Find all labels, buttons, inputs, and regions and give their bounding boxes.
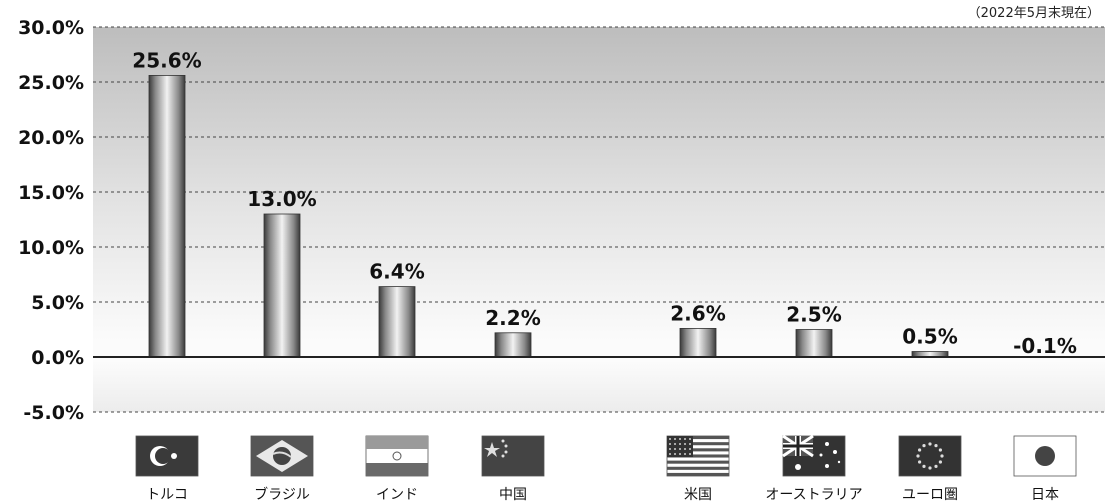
category-label: 中国: [499, 487, 527, 503]
data-label: 0.5%: [902, 325, 957, 349]
plot-background-negative: [93, 357, 1105, 412]
y-tick-label: 15.0%: [18, 182, 84, 204]
bar: [378, 286, 416, 358]
usa-flag-icon: [666, 435, 730, 477]
bar: [795, 329, 833, 358]
category-label: トルコ: [146, 487, 188, 503]
y-tick-label: -5.0%: [23, 402, 84, 424]
bars: [148, 75, 949, 358]
as-of-date-note: （2022年5月末現在）: [968, 6, 1100, 21]
category-label: ブラジル: [254, 486, 310, 503]
y-axis-ticks: 30.0% 25.0% 20.0% 15.0% 10.0% 5.0% 0.0% -5.0%: [18, 17, 84, 424]
data-label: 2.5%: [786, 303, 841, 327]
australia-flag-icon: [782, 434, 846, 477]
category-label: オーストラリア: [765, 487, 862, 503]
china-flag-icon: [481, 435, 545, 477]
y-tick-label: 25.0%: [18, 72, 84, 94]
data-label: 25.6%: [132, 48, 201, 72]
data-label: 2.2%: [485, 306, 540, 330]
data-labels: 25.6% 13.0% 6.4% 2.2% 2.6% 2.5% 0.5% -0.1%: [132, 48, 1077, 358]
category-label: 米国: [684, 487, 712, 503]
data-label: 2.6%: [670, 301, 725, 325]
japan-flag-icon: [1013, 435, 1077, 477]
y-tick-label: 10.0%: [18, 237, 84, 259]
bar: [494, 332, 532, 358]
brazil-flag-icon: [250, 435, 314, 477]
category-label: 日本: [1031, 487, 1059, 503]
category-label: ユーロ圏: [902, 487, 958, 503]
y-tick-label: 5.0%: [31, 292, 84, 314]
gridlines: [93, 26, 1105, 413]
data-label: 6.4%: [369, 260, 424, 284]
x-axis-categories: トルコ ブラジル インド 中国 米国 オーストラリア ユーロ圏 日本: [146, 486, 1059, 503]
data-label: -0.1%: [1013, 334, 1077, 358]
data-label: 13.0%: [247, 187, 316, 211]
bar: [263, 213, 301, 358]
eu-flag-icon: [898, 435, 962, 477]
bar: [679, 327, 717, 358]
y-tick-label: 30.0%: [18, 17, 84, 39]
category-label: インド: [376, 487, 418, 503]
india-flag-icon: [365, 435, 429, 477]
flags: [135, 434, 1077, 477]
y-tick-label: 20.0%: [18, 127, 84, 149]
bar: [148, 75, 186, 358]
turkey-flag-icon: [135, 435, 199, 477]
y-tick-label: 0.0%: [31, 347, 84, 369]
